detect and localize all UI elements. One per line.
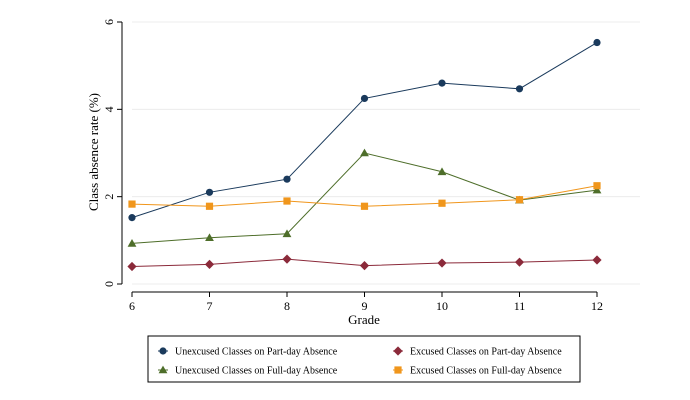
axis-layer: 0 2 4 6 6 7 8 9 10 11 12 (102, 19, 603, 313)
legend-label: Unexcused Classes on Full-day Absence (175, 366, 338, 377)
data-point (437, 167, 447, 176)
legend-label: Excused Classes on Part-day Absence (410, 347, 562, 358)
data-point (360, 202, 369, 210)
data-point (128, 200, 136, 208)
x-tick-label: 7 (207, 299, 213, 313)
legend-marker (158, 365, 168, 374)
series-line (131, 42, 598, 219)
x-tick-label: 6 (129, 299, 135, 313)
legend-box (147, 335, 581, 383)
data-point (438, 199, 446, 207)
data-point (360, 94, 369, 103)
series-layer (127, 38, 602, 272)
y-tick-label: 2 (102, 194, 116, 200)
data-point (592, 185, 602, 194)
y-axis-title: Class absence rate (%) (86, 93, 101, 211)
x-tick-label: 11 (514, 299, 526, 313)
y-tick-label: 4 (102, 106, 116, 112)
data-point (282, 254, 292, 264)
data-point (593, 38, 601, 47)
data-point (515, 85, 524, 93)
grid-layer (132, 21, 640, 285)
data-point (437, 258, 447, 268)
legend-marker (393, 346, 403, 356)
data-point (127, 261, 137, 272)
data-point (592, 255, 602, 265)
data-point (128, 214, 136, 222)
x-axis-title: Grade (348, 312, 380, 327)
legend-items: Unexcused Classes on Part-day Absence Exc… (158, 346, 562, 377)
legend-label: Unexcused Classes on Part-day Absence (175, 347, 338, 358)
x-tick-label: 12 (591, 299, 603, 313)
legend-marker (159, 347, 167, 355)
x-tick-label: 8 (284, 299, 290, 313)
legend-item: Excused Classes on Full-day Absence (393, 366, 562, 377)
legend: Unexcused Classes on Part-day Absence Exc… (147, 335, 581, 383)
series-1 (128, 38, 601, 222)
legend-label: Excused Classes on Full-day Absence (410, 366, 562, 377)
data-point (359, 261, 370, 271)
legend-item: Excused Classes on Part-day Absence (393, 346, 562, 358)
series-4 (128, 182, 601, 210)
data-point (438, 79, 446, 87)
y-tick-label: 6 (102, 19, 116, 25)
data-point (360, 148, 369, 157)
legend-marker (394, 366, 402, 374)
data-point (283, 175, 291, 183)
x-tick-label: 10 (436, 299, 448, 313)
data-point (514, 257, 525, 267)
data-point (127, 238, 137, 247)
data-point (205, 188, 214, 196)
legend-item: Unexcused Classes on Part-day Absence (158, 347, 338, 358)
data-point (593, 182, 601, 190)
series-2 (127, 254, 602, 272)
legend-item: Unexcused Classes on Full-day Absence (158, 366, 338, 377)
data-point (205, 233, 214, 242)
data-point (515, 196, 524, 204)
data-point (204, 259, 215, 269)
data-point (205, 202, 214, 210)
x-tick-label: 9 (362, 299, 368, 313)
data-point (283, 197, 291, 205)
y-tick-label: 0 (102, 281, 116, 287)
data-point (282, 229, 292, 238)
